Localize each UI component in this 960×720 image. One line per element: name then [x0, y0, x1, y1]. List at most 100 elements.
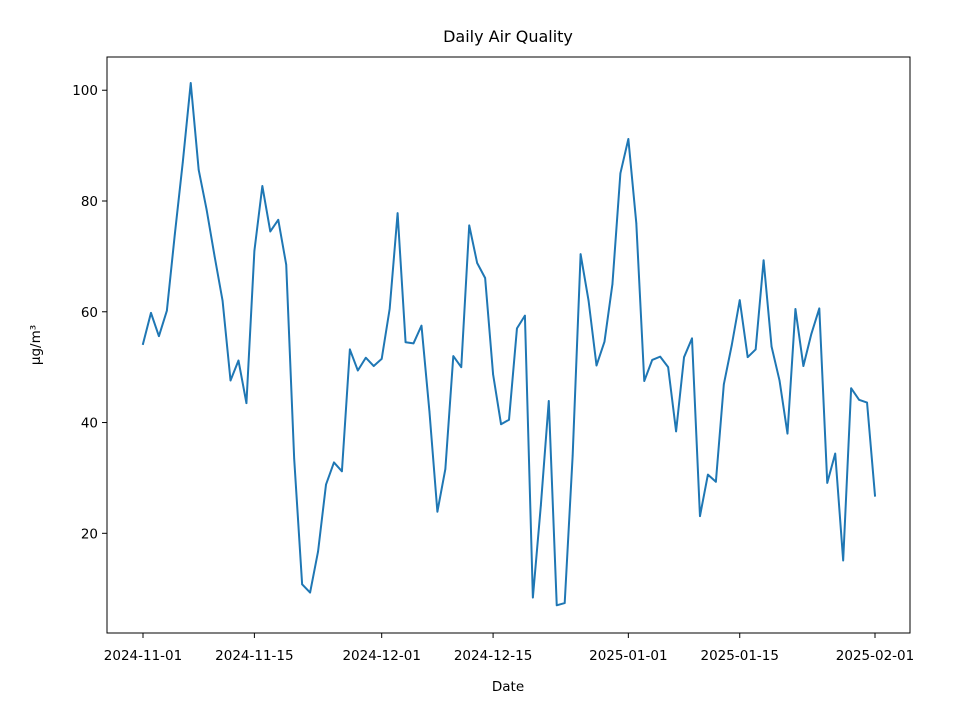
data-point	[436, 510, 439, 513]
data-point	[500, 423, 502, 426]
data-point	[802, 365, 805, 367]
data-point	[834, 452, 837, 455]
data-point	[341, 470, 343, 473]
data-point	[691, 337, 693, 340]
data-point	[746, 356, 749, 358]
data-point	[174, 233, 176, 236]
data-point	[508, 418, 510, 421]
data-point	[253, 250, 256, 252]
data-point	[309, 591, 311, 594]
data-point	[142, 343, 144, 345]
data-point	[524, 314, 526, 317]
data-point	[484, 277, 486, 279]
data-point	[428, 410, 431, 413]
chart-title: Daily Air Quality	[443, 27, 573, 46]
data-point	[380, 358, 383, 360]
data-point	[333, 461, 335, 464]
data-point	[810, 333, 813, 335]
data-point	[619, 172, 622, 175]
data-point	[388, 308, 391, 310]
data-point	[723, 383, 725, 386]
x-tick-label: 2025-01-01	[589, 648, 667, 664]
data-point	[269, 230, 272, 233]
data-point	[683, 356, 685, 358]
data-point	[221, 299, 224, 302]
data-point	[675, 430, 677, 433]
x-tick-label: 2024-12-15	[454, 648, 532, 664]
x-tick-label: 2024-11-15	[215, 648, 293, 664]
data-point	[293, 457, 295, 460]
data-points	[142, 82, 876, 607]
data-point	[555, 604, 558, 607]
data-point	[452, 355, 455, 357]
x-tick-label: 2025-01-15	[701, 648, 779, 664]
data-point	[245, 402, 248, 404]
data-point	[404, 341, 407, 344]
data-point	[547, 400, 550, 402]
data-point	[412, 342, 415, 345]
data-point	[492, 373, 494, 376]
data-point	[707, 473, 709, 476]
y-tick-label: 20	[81, 526, 98, 542]
data-point	[627, 138, 630, 140]
data-point	[444, 468, 447, 470]
data-point	[770, 345, 773, 348]
data-point	[786, 432, 789, 435]
data-point	[762, 259, 765, 262]
x-tick-label: 2024-11-01	[104, 648, 182, 664]
data-point	[189, 82, 192, 84]
data-point	[659, 355, 661, 358]
data-point	[396, 212, 399, 214]
data-point	[611, 283, 614, 285]
data-point	[587, 299, 590, 302]
data-point	[563, 602, 566, 604]
y-tick-label: 100	[72, 83, 98, 99]
data-point	[181, 161, 184, 164]
data-point	[866, 401, 868, 404]
y-tick-label: 40	[81, 416, 98, 432]
axes-frame	[106, 56, 911, 634]
data-point	[730, 344, 733, 346]
data-point	[516, 327, 518, 330]
data-point	[197, 169, 200, 171]
x-tick-label: 2024-12-01	[342, 648, 420, 664]
y-tick-label: 80	[81, 194, 98, 210]
data-point	[842, 559, 844, 562]
data-point	[794, 308, 797, 310]
data-point	[150, 312, 152, 314]
data-point	[325, 483, 327, 486]
data-point	[754, 348, 757, 351]
data-point	[818, 307, 821, 310]
data-point	[277, 219, 280, 221]
data-point	[261, 185, 264, 187]
data-point	[571, 454, 574, 457]
data-point	[540, 504, 542, 507]
y-axis-label: µg/m³	[28, 325, 44, 365]
data-point	[285, 263, 288, 266]
data-point	[317, 550, 319, 553]
data-point	[699, 515, 701, 517]
x-tick-label: 2025-02-01	[836, 648, 914, 664]
data-point	[237, 359, 240, 362]
data-point	[579, 253, 582, 255]
data-point	[667, 366, 669, 368]
data-point	[476, 262, 478, 264]
data-point	[635, 222, 638, 224]
data-point	[166, 309, 168, 312]
data-point	[420, 324, 423, 327]
data-point	[826, 482, 829, 484]
data-point	[778, 379, 781, 382]
data-point	[158, 335, 160, 337]
data-point	[850, 387, 852, 390]
data-point	[460, 366, 463, 368]
x-axis: 2024-11-01 2024-11-15 2024-12-01 2024-12-15…	[104, 633, 914, 664]
data-point	[858, 399, 860, 401]
data-point	[364, 356, 367, 359]
data-point	[595, 364, 598, 367]
data-point	[349, 348, 351, 351]
x-axis-label: Date	[492, 679, 524, 695]
data-point	[468, 224, 471, 227]
data-point	[603, 340, 606, 343]
data-point	[532, 596, 534, 599]
